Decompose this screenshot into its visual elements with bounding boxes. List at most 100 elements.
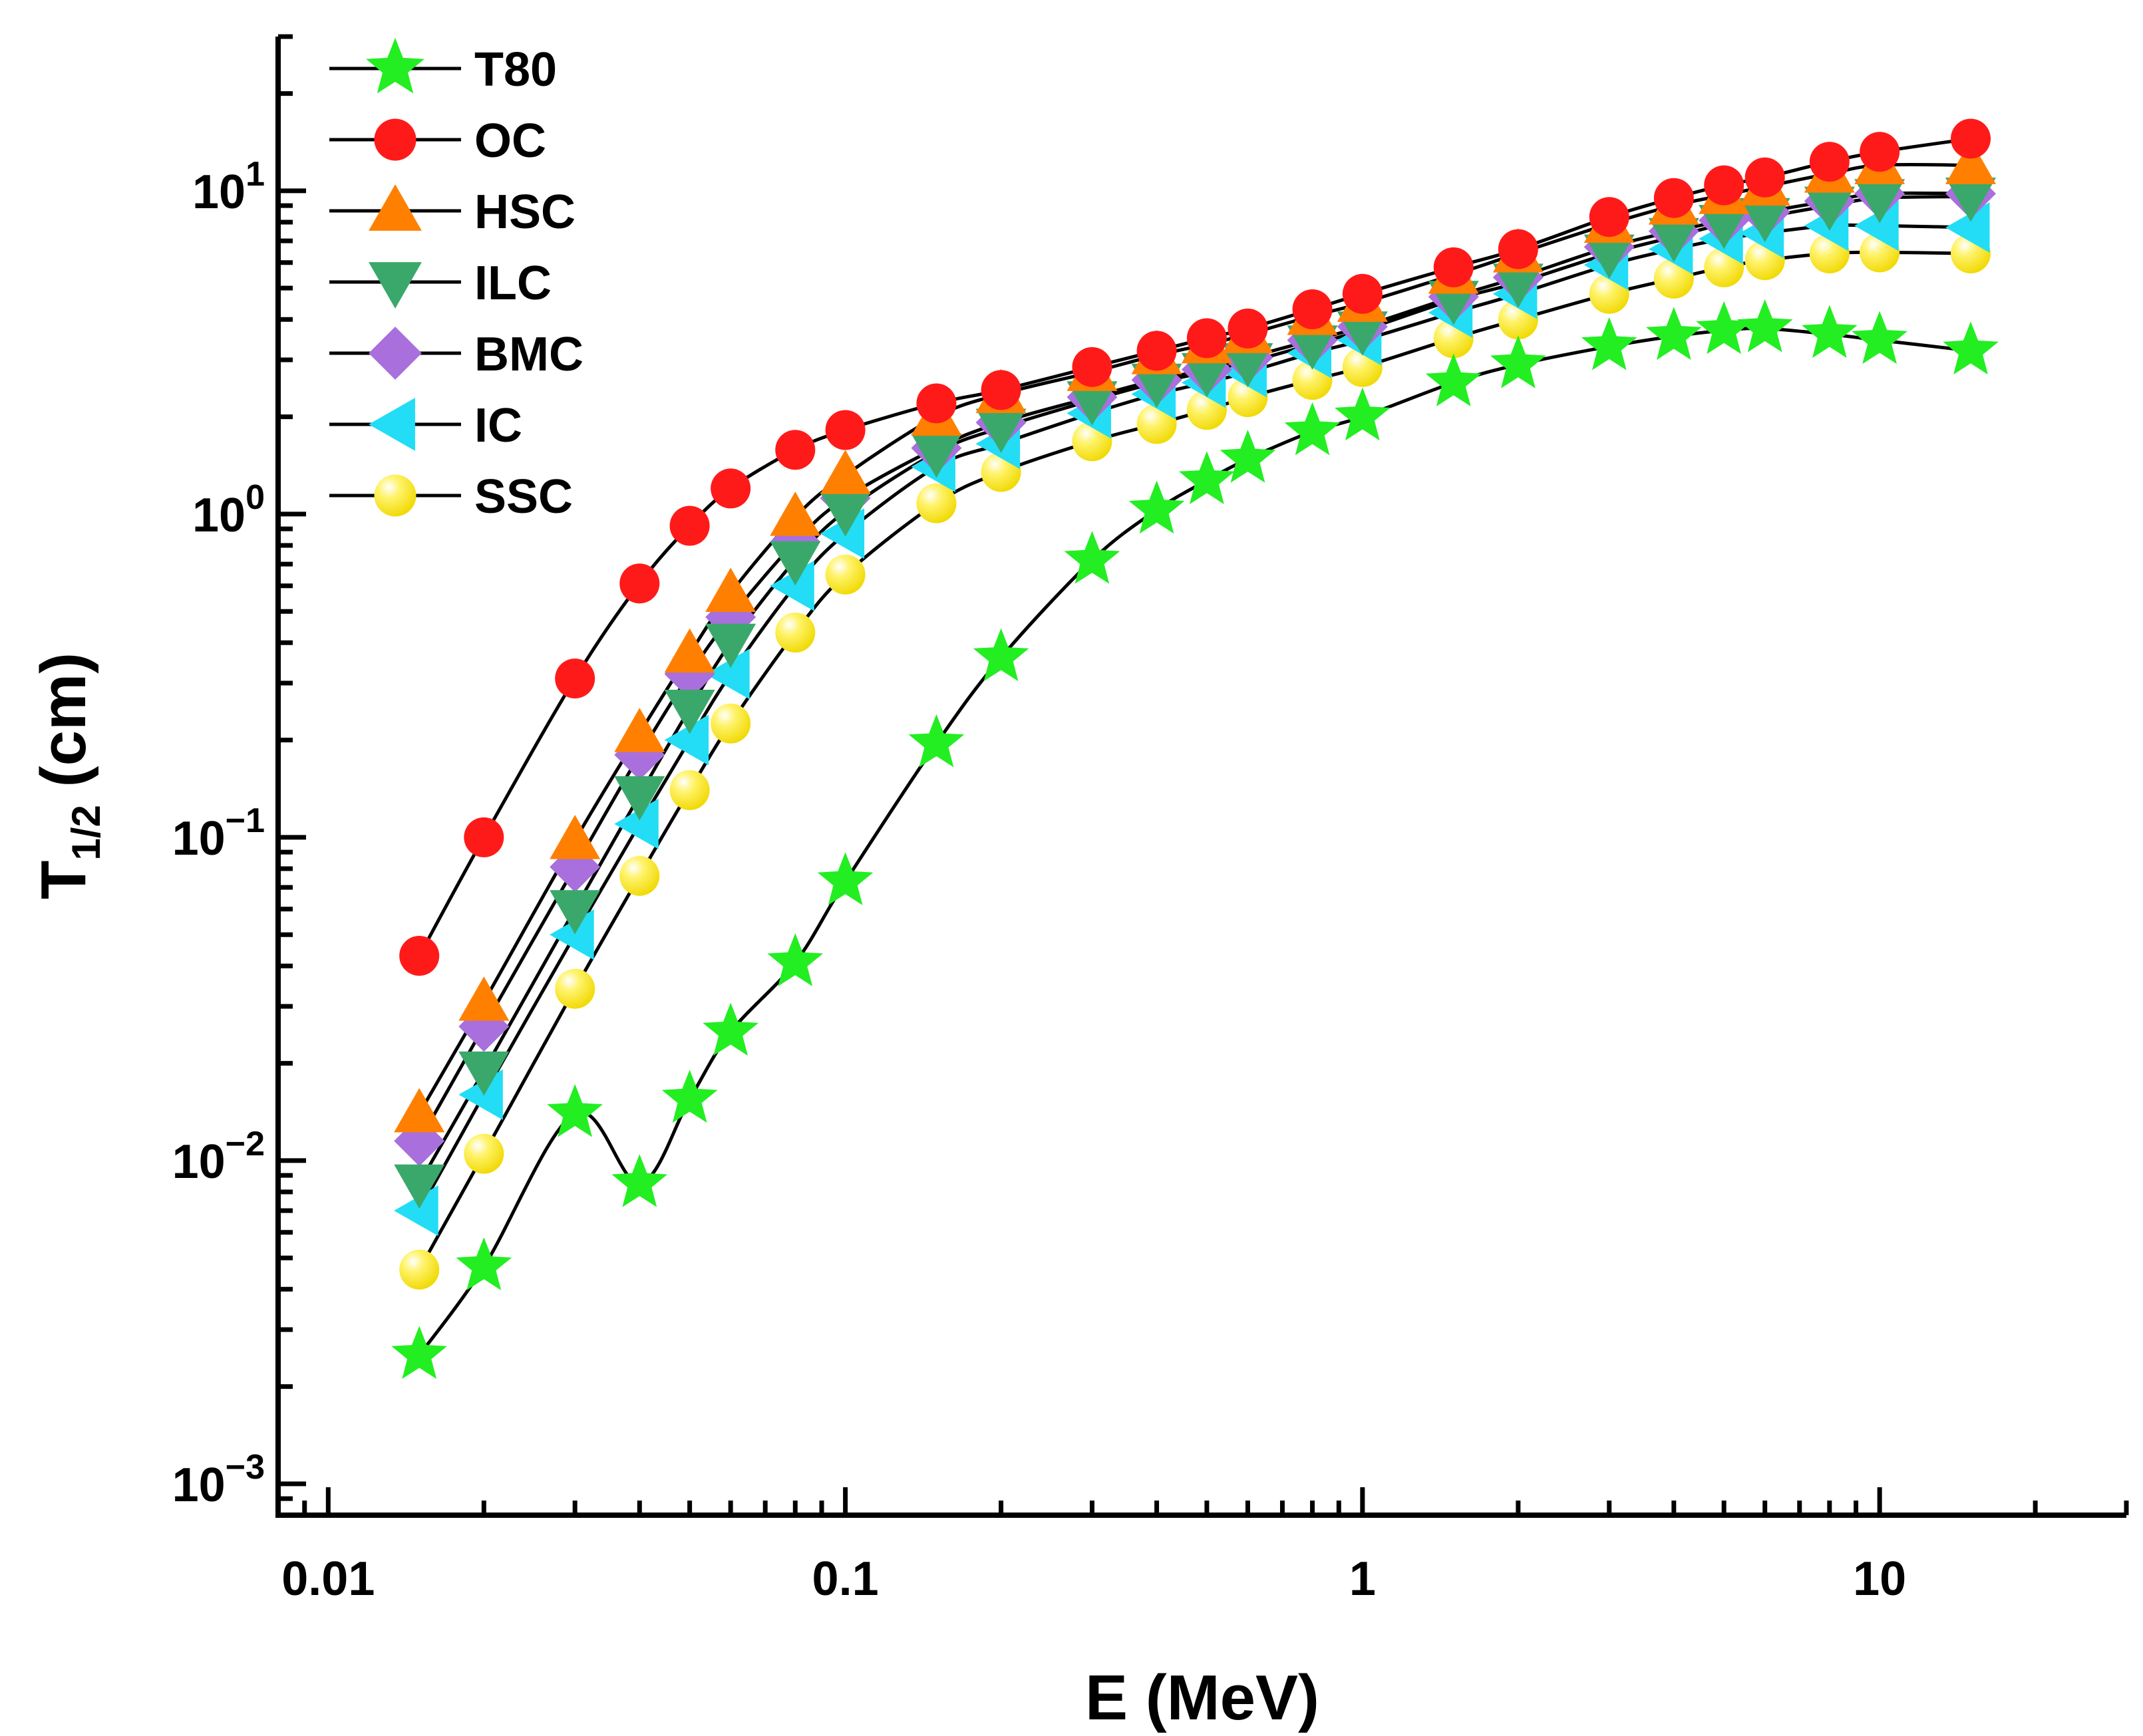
data-point-ilc [1699, 205, 1750, 249]
data-point-hsc [664, 628, 715, 673]
series-oc [399, 118, 1991, 976]
data-point-oc [1653, 178, 1694, 218]
data-point-ilc [664, 689, 715, 734]
data-point-t80 [1220, 430, 1276, 483]
data-point-ic [550, 909, 594, 960]
series-line-hsc [418, 162, 1971, 1115]
data-point-ilc [770, 541, 821, 586]
data-point-t80 [1581, 317, 1637, 370]
data-point-oc [916, 383, 957, 424]
data-point-hsc [550, 815, 601, 859]
data-point-oc [669, 506, 710, 546]
legend-item-oc: OC [329, 114, 546, 168]
data-point-t80 [1802, 305, 1858, 359]
data-point-ilc [394, 1164, 445, 1209]
data-point-oc [825, 410, 866, 450]
y-tick-label: 10−1 [172, 801, 265, 865]
data-point-oc [1860, 132, 1900, 172]
series-hsc [394, 140, 1997, 1133]
data-point-ilc [975, 408, 1027, 454]
legend-item-bmc: BMC [329, 327, 583, 381]
legend-marker [369, 398, 415, 451]
data-point-ssc [619, 855, 660, 896]
data-point-t80 [1064, 531, 1120, 584]
y-tick-label: 10−2 [172, 1125, 265, 1189]
data-point-ssc [916, 483, 957, 523]
data-point-oc [1342, 273, 1383, 314]
data-point-ilc [1131, 363, 1182, 408]
data-point-oc [1186, 318, 1227, 359]
data-point-ilc [1492, 263, 1544, 308]
data-point-t80 [1736, 299, 1793, 353]
series-t80 [391, 299, 1999, 1379]
data-point-ilc [820, 492, 871, 537]
x-tick-label: 1 [1349, 1552, 1376, 1606]
series-markers [391, 118, 1999, 1379]
data-point-ssc [464, 1133, 504, 1174]
data-point-oc [1704, 165, 1744, 206]
data-point-ilc [1739, 198, 1790, 243]
axes: 0.01 0.1 1 10 10−3 10−2 10−1 100 101 [172, 34, 2129, 1606]
data-point-ssc [775, 613, 816, 653]
data-point-t80 [1425, 353, 1482, 406]
data-point-oc [1589, 197, 1629, 237]
data-point-oc [619, 563, 660, 604]
data-point-ssc [399, 1249, 440, 1290]
data-point-hsc [394, 1087, 445, 1133]
data-point-ic [1854, 200, 1899, 251]
data-point-t80 [1490, 335, 1546, 388]
legend-label: BMC [474, 328, 583, 381]
data-point-ilc [1854, 179, 1905, 223]
data-point-ilc [1337, 311, 1388, 356]
data-point-oc [1744, 157, 1785, 198]
legend-label: HSC [474, 186, 576, 239]
data-point-ilc [1804, 186, 1855, 231]
legend-marker [369, 184, 422, 231]
data-point-t80 [817, 852, 874, 905]
legend-marker [374, 118, 416, 161]
data-point-oc [555, 658, 595, 699]
legend-label: SSC [474, 470, 573, 523]
data-point-hsc [614, 708, 665, 752]
data-point-ilc [614, 776, 665, 821]
data-point-oc [1809, 142, 1850, 182]
data-point-oc [1433, 247, 1474, 287]
legend-label: IC [474, 399, 522, 452]
data-point-t80 [391, 1326, 447, 1379]
legend-label: OC [474, 114, 546, 168]
data-point-t80 [767, 933, 824, 986]
data-point-t80 [661, 1070, 718, 1123]
legend: T80 OC HSC ILC BMC IC SSC [329, 37, 583, 523]
data-point-t80 [1128, 480, 1185, 534]
data-point-oc [399, 936, 440, 976]
data-point-ilc [911, 433, 962, 478]
x-axis-title: E (MeV) [1085, 1662, 1319, 1733]
data-point-ic [394, 1185, 438, 1236]
data-point-oc [711, 468, 751, 509]
data-point-t80 [1852, 311, 1907, 364]
data-point-oc [775, 430, 816, 470]
data-point-ilc [1067, 381, 1118, 426]
data-point-hsc [820, 450, 871, 494]
data-point-ic [614, 798, 659, 849]
data-point-ic [770, 560, 814, 611]
legend-marker [369, 327, 422, 380]
data-point-ilc [458, 1051, 510, 1096]
data-point-ic [705, 649, 750, 700]
data-point-t80 [1646, 307, 1702, 361]
series-ilc [394, 177, 1997, 1209]
data-point-oc [1951, 118, 1991, 159]
x-tick-label: 0.01 [281, 1552, 375, 1606]
series-bmc [394, 168, 1997, 1167]
y-tick-label: 10−3 [172, 1448, 265, 1512]
data-point-hsc [770, 492, 821, 536]
data-point-t80 [703, 1002, 758, 1056]
data-point-ic [458, 1069, 503, 1120]
legend-marker [374, 474, 416, 517]
data-point-t80 [547, 1084, 603, 1137]
legend-item-t80: T80 [329, 37, 557, 96]
data-point-ilc [1222, 343, 1273, 388]
data-point-oc [1292, 289, 1333, 330]
